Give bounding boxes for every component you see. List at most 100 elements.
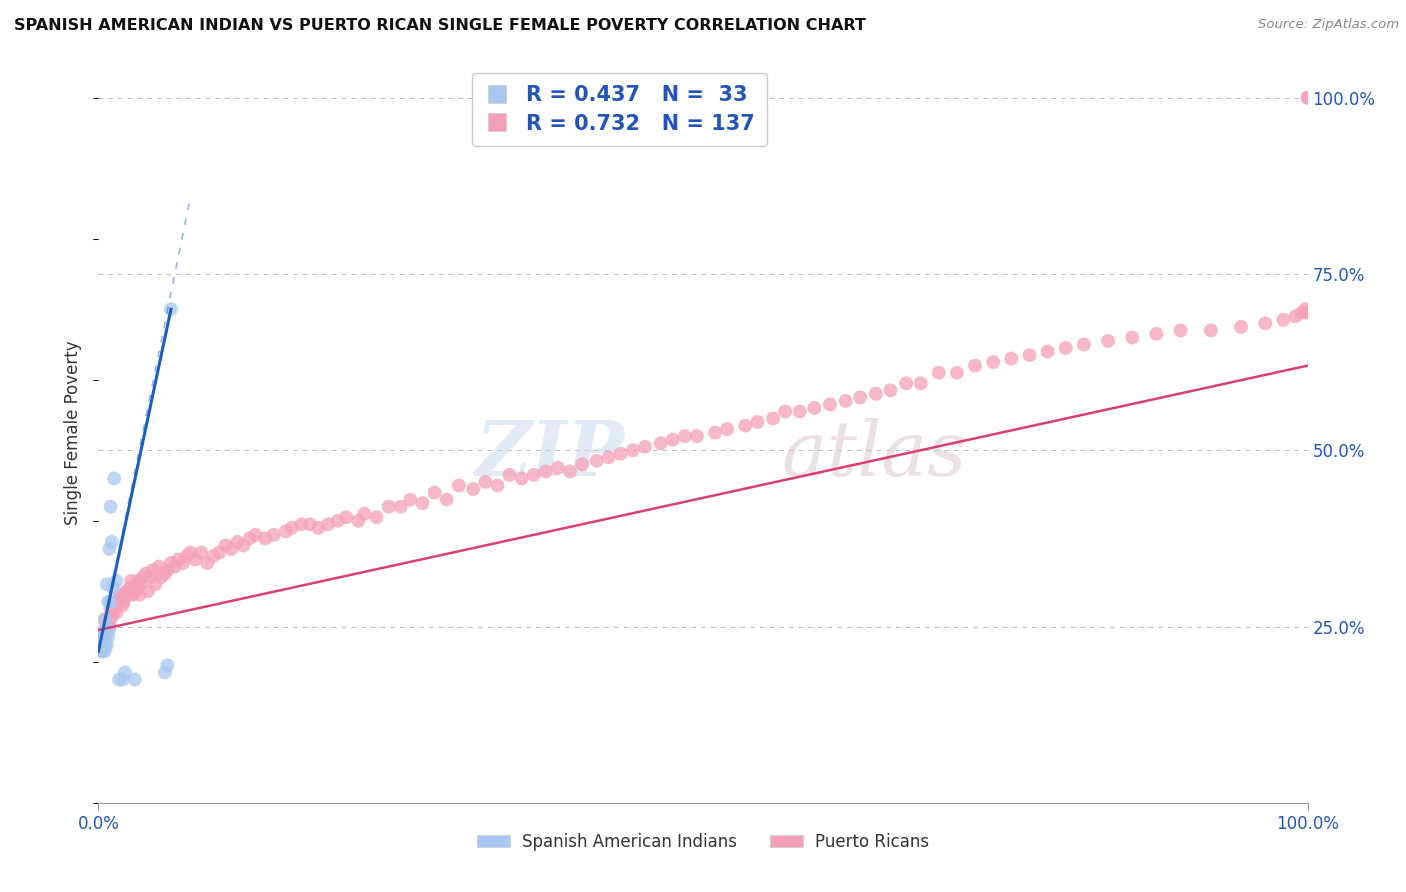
Point	[148, 559, 170, 574]
Point	[1036, 344, 1059, 359]
Point	[571, 458, 593, 472]
Point	[762, 411, 785, 425]
Point	[1146, 326, 1168, 341]
Point	[142, 563, 165, 577]
Point	[704, 425, 727, 440]
Point	[127, 577, 149, 591]
Point	[195, 556, 218, 570]
Point	[1296, 91, 1319, 105]
Point	[91, 644, 114, 658]
Point	[124, 584, 146, 599]
Point	[1291, 306, 1313, 320]
Point	[498, 467, 520, 482]
Point	[101, 581, 124, 595]
Point	[290, 517, 312, 532]
Point	[91, 630, 114, 644]
Point	[226, 535, 249, 549]
Point	[399, 492, 422, 507]
Point	[90, 644, 112, 658]
Point	[125, 581, 148, 595]
Point	[120, 574, 142, 588]
Point	[818, 397, 841, 411]
Point	[91, 633, 114, 648]
Point	[114, 588, 136, 602]
Text: atlas: atlas	[782, 417, 967, 491]
Point	[523, 467, 546, 482]
Point	[90, 640, 112, 655]
Point	[423, 485, 446, 500]
Point	[139, 570, 162, 584]
Point	[634, 440, 657, 454]
Point	[1296, 306, 1319, 320]
Point	[335, 510, 357, 524]
Point	[1170, 323, 1192, 337]
Point	[1294, 302, 1316, 317]
Point	[91, 637, 114, 651]
Point	[108, 591, 131, 606]
Point	[91, 630, 114, 644]
Point	[436, 492, 458, 507]
Point	[447, 478, 470, 492]
Point	[100, 500, 122, 514]
Point	[389, 500, 412, 514]
Point	[93, 626, 115, 640]
Point	[94, 640, 117, 655]
Point	[534, 464, 557, 478]
Point	[621, 443, 644, 458]
Point	[156, 563, 179, 577]
Point	[121, 588, 143, 602]
Point	[91, 637, 114, 651]
Point	[879, 384, 901, 398]
Point	[108, 588, 131, 602]
Point	[598, 450, 620, 465]
Point	[103, 471, 125, 485]
Point	[91, 630, 114, 644]
Point	[326, 514, 349, 528]
Point	[547, 461, 569, 475]
Point	[281, 521, 304, 535]
Point	[245, 528, 267, 542]
Point	[1000, 351, 1022, 366]
Point	[353, 507, 375, 521]
Point	[97, 615, 120, 630]
Point	[93, 623, 115, 637]
Point	[98, 619, 121, 633]
Point	[93, 637, 115, 651]
Point	[1230, 319, 1253, 334]
Point	[1296, 91, 1319, 105]
Point	[114, 665, 136, 680]
Point	[156, 658, 179, 673]
Point	[747, 415, 769, 429]
Text: Source: ZipAtlas.com: Source: ZipAtlas.com	[1258, 18, 1399, 31]
Point	[153, 665, 176, 680]
Point	[104, 599, 127, 613]
Point	[103, 602, 125, 616]
Point	[377, 500, 399, 514]
Point	[486, 478, 509, 492]
Point	[221, 541, 243, 556]
Point	[510, 471, 533, 485]
Point	[94, 612, 117, 626]
Point	[1284, 310, 1306, 324]
Point	[96, 619, 118, 633]
Point	[100, 602, 122, 616]
Text: SPANISH AMERICAN INDIAN VS PUERTO RICAN SINGLE FEMALE POVERTY CORRELATION CHART: SPANISH AMERICAN INDIAN VS PUERTO RICAN …	[14, 18, 866, 33]
Point	[789, 404, 811, 418]
Point	[673, 429, 696, 443]
Point	[115, 584, 138, 599]
Point	[101, 606, 124, 620]
Point	[1073, 337, 1095, 351]
Point	[965, 359, 987, 373]
Point	[239, 532, 262, 546]
Point	[96, 637, 118, 651]
Point	[98, 541, 121, 556]
Point	[190, 545, 212, 559]
Point	[274, 524, 297, 539]
Point	[136, 584, 159, 599]
Point	[160, 302, 183, 317]
Point	[96, 577, 118, 591]
Point	[163, 559, 186, 574]
Point	[105, 574, 128, 588]
Point	[202, 549, 225, 563]
Point	[865, 387, 887, 401]
